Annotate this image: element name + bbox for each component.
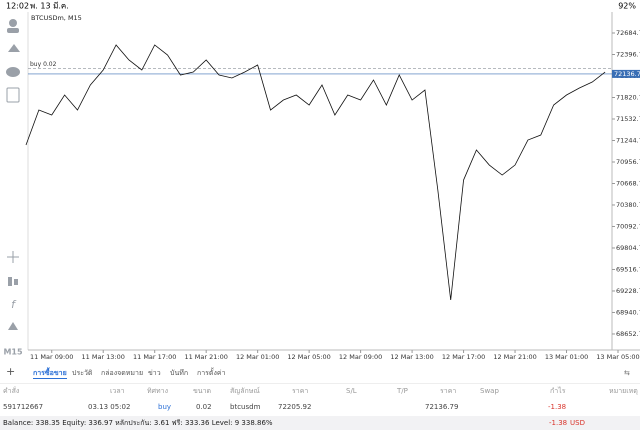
column-header: ราคา [440, 387, 457, 395]
tab[interactable]: บันทึก [170, 369, 189, 377]
icon-objects[interactable] [8, 322, 18, 330]
price-tag-label: 72136.79 [614, 70, 640, 78]
currency: USD [570, 419, 585, 427]
status-battery: 92% [618, 2, 636, 11]
x-tick-label: 12 Mar 13:00 [390, 353, 433, 361]
column-header: T/P [397, 387, 408, 395]
price-tag [612, 69, 640, 78]
status-time: 12:02 [6, 2, 29, 11]
column-header: คำสั่ง [3, 387, 20, 395]
divider [0, 383, 640, 384]
x-tick-label: 13 Mar 01:00 [545, 353, 588, 361]
y-tick-label: 72396.70 [616, 50, 640, 58]
tab[interactable]: กล่องจดหมาย [101, 369, 144, 377]
settings-icon[interactable]: ⇆ [624, 369, 630, 377]
x-tick-label: 12 Mar 01:00 [236, 353, 279, 361]
column-header: สัญลักษณ์ [230, 387, 260, 395]
icon-indicators[interactable]: f [11, 298, 17, 311]
x-tick-label: 11 Mar 17:00 [133, 353, 176, 361]
cell-symbol[interactable]: btcusdm [230, 403, 261, 411]
tab[interactable]: ประวัติ [72, 369, 93, 377]
icon-crosshair[interactable] [7, 251, 19, 263]
toolbar-icons: f [6, 19, 20, 330]
total-profit: -1.38 [549, 419, 568, 427]
y-tick-label: 69228.70 [616, 287, 640, 295]
y-tick-label: 69516.70 [616, 265, 640, 273]
icon-account-body [7, 28, 19, 33]
y-tick-label: 71244.70 [616, 136, 640, 144]
tab[interactable]: การซื้อขาย [33, 369, 67, 379]
symbol-label: BTCUSDm, M15 [31, 14, 82, 22]
cell-time[interactable]: 03.13 05:02 [88, 403, 131, 411]
y-tick-label: 70092.70 [616, 222, 640, 230]
x-tick-label: 11 Mar 13:00 [82, 353, 125, 361]
y-tick-label: 71532.70 [616, 115, 640, 123]
cell-type[interactable]: buy [158, 403, 172, 411]
icon-candles-2 [14, 279, 18, 285]
y-tick-label: 70380.70 [616, 201, 640, 209]
timeframe-button[interactable]: M15 [3, 348, 23, 357]
y-tick-label: 68652.70 [616, 330, 640, 338]
y-tick-label: 68940.70 [616, 308, 640, 316]
add-button[interactable]: + [6, 365, 16, 378]
order-line-label: buy 0.02 [30, 61, 57, 68]
cell-volume[interactable]: 0.02 [196, 403, 212, 411]
tab[interactable]: การตั้งค่า [197, 369, 226, 377]
x-tick-label: 12 Mar 21:00 [493, 353, 536, 361]
cell-current-price[interactable]: 72136.79 [425, 403, 459, 411]
x-tick-label: 12 Mar 09:00 [339, 353, 382, 361]
balance-bar: Balance: 338.35 Equity: 336.97 หลักประกั… [0, 416, 640, 430]
column-header: ทิศทาง [147, 387, 169, 395]
cell-order[interactable]: 591712667 [3, 403, 44, 411]
column-header: Swap [480, 387, 499, 395]
column-header: เวลา [110, 387, 125, 395]
y-tick-label: 71820.70 [616, 93, 640, 101]
y-tick-label: 69804.70 [616, 244, 640, 252]
status-date: พ. 13 มี.ค. [30, 2, 69, 11]
column-header: ราคา [292, 387, 309, 395]
y-tick-label: 72684.70 [616, 29, 640, 37]
icon-trade[interactable] [8, 44, 20, 52]
x-tick-label: 11 Mar 21:00 [184, 353, 227, 361]
x-tick-label: 13 Mar 05:00 [596, 353, 639, 361]
tab[interactable]: ข่าว [148, 369, 161, 377]
x-tick-label: 12 Mar 17:00 [442, 353, 485, 361]
x-tick-label: 11 Mar 09:00 [30, 353, 73, 361]
icon-candles[interactable] [8, 277, 12, 286]
column-header: หมายเหตุ [609, 387, 638, 395]
balance-summary: Balance: 338.35 Equity: 336.97 หลักประกั… [3, 419, 273, 427]
icon-account[interactable] [9, 19, 17, 27]
icon-new-chart[interactable] [6, 87, 20, 103]
price-line-series [25, 44, 606, 301]
y-tick-label: 70956.70 [616, 158, 640, 166]
column-header: S/L [346, 387, 357, 395]
cell-profit[interactable]: -1.38 [548, 403, 567, 411]
icon-chat[interactable] [6, 67, 20, 77]
cell-open-price[interactable]: 72205.92 [278, 403, 312, 411]
x-tick-label: 12 Mar 05:00 [287, 353, 330, 361]
y-tick-label: 70668.70 [616, 179, 640, 187]
column-header: กำไร [550, 387, 566, 395]
column-header: ขนาด [193, 387, 212, 395]
